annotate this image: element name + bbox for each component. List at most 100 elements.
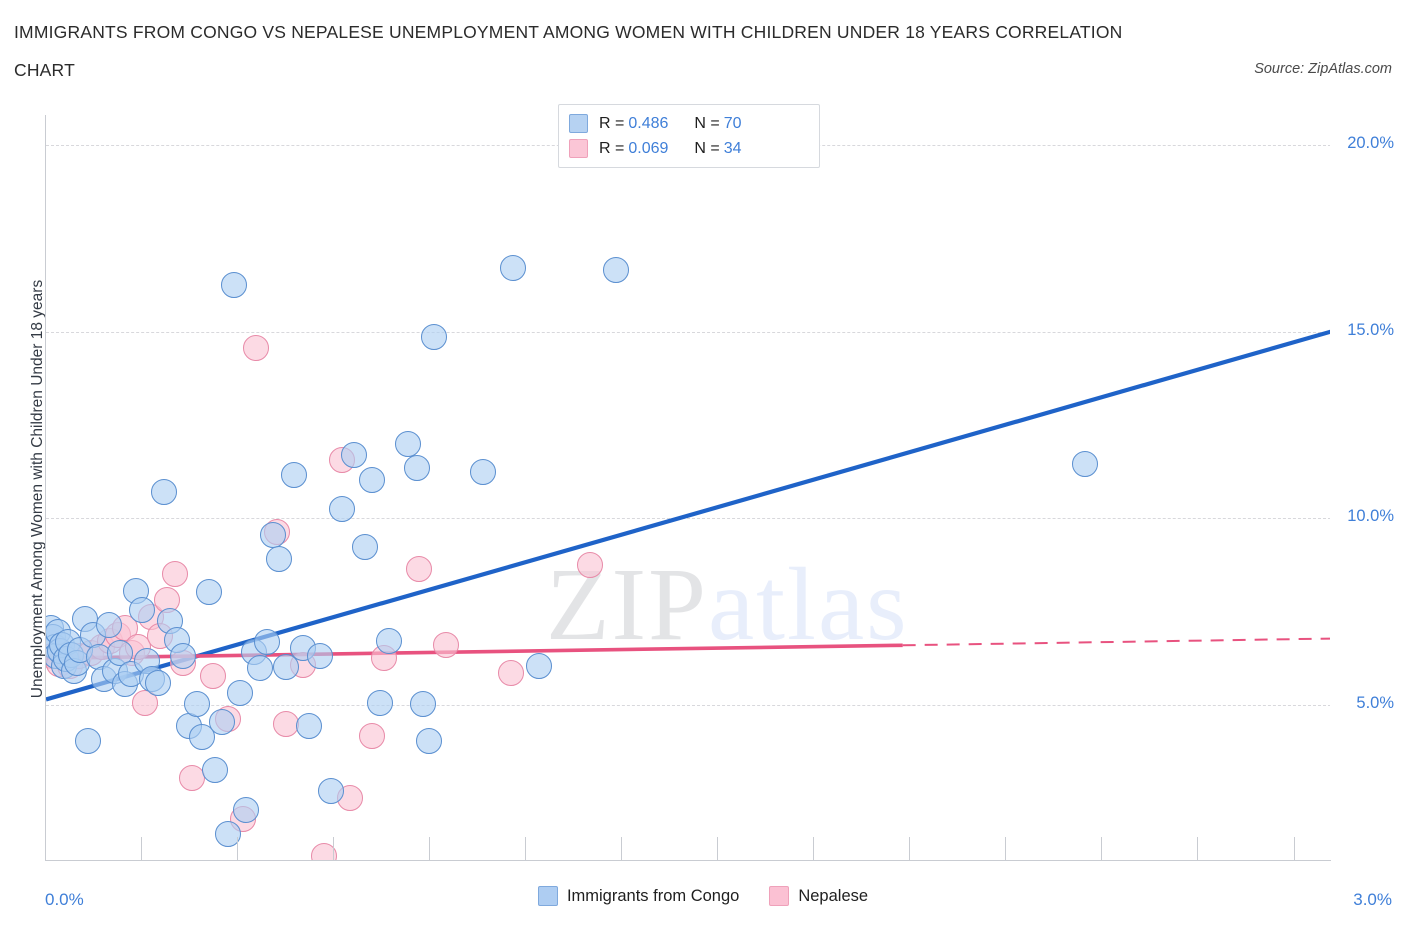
x-axis-tick: [1101, 837, 1103, 860]
scatter-point[interactable]: [405, 555, 432, 582]
scatter-point[interactable]: [358, 467, 385, 494]
y-axis-tick-label: 20.0%: [1347, 133, 1394, 152]
scatter-point[interactable]: [96, 611, 123, 638]
gridline: [46, 331, 1330, 333]
legend-swatch-nepalese-icon: [769, 886, 790, 906]
scatter-point[interactable]: [266, 546, 293, 573]
page-title-line1: IMMIGRANTS FROM CONGO VS NEPALESE UNEMPL…: [14, 22, 1123, 42]
legend-item-nepalese[interactable]: Nepalese: [769, 886, 868, 906]
plot-area: ZIPatlas: [45, 115, 1330, 860]
page-title-line2: CHART: [14, 60, 75, 80]
swatch-nepalese-icon: [569, 139, 588, 158]
x-axis-tick: [333, 837, 335, 860]
scatter-point[interactable]: [416, 727, 443, 754]
correlation-row-nepalese: R = 0.069 N = 34: [569, 136, 809, 161]
gridline: [46, 705, 1330, 707]
correlation-row-congo: R = 0.486 N = 70: [569, 111, 809, 136]
x-axis-tick: [1005, 837, 1007, 860]
trendline-nepalese: [46, 637, 1330, 661]
source-attribution: Source: ZipAtlas.com: [1254, 61, 1392, 77]
scatter-point[interactable]: [189, 723, 216, 750]
scatter-point[interactable]: [178, 764, 205, 791]
scatter-point[interactable]: [214, 820, 241, 847]
scatter-point[interactable]: [307, 643, 334, 670]
scatter-point[interactable]: [367, 690, 394, 717]
x-axis-tick: [237, 837, 239, 860]
scatter-point[interactable]: [499, 255, 526, 282]
scatter-point[interactable]: [242, 335, 269, 362]
x-axis-tick: [429, 837, 431, 860]
n-label-congo: N =: [694, 114, 720, 132]
scatter-point[interactable]: [161, 560, 188, 587]
scatter-point[interactable]: [409, 691, 436, 718]
scatter-point[interactable]: [358, 722, 385, 749]
scatter-point[interactable]: [151, 479, 178, 506]
scatter-point[interactable]: [145, 669, 172, 696]
y-axis-tick-label: 15.0%: [1347, 320, 1394, 339]
legend-label-nepalese: Nepalese: [798, 886, 869, 905]
scatter-point[interactable]: [352, 534, 379, 561]
scatter-point[interactable]: [208, 708, 235, 735]
r-label-nepalese: R =: [599, 139, 625, 157]
gridline: [46, 518, 1330, 520]
scatter-point[interactable]: [403, 454, 430, 481]
scatter-point[interactable]: [469, 458, 496, 485]
scatter-point[interactable]: [394, 430, 421, 457]
scatter-point[interactable]: [226, 680, 253, 707]
y-axis-tick-label: 10.0%: [1347, 507, 1394, 526]
scatter-point[interactable]: [317, 777, 344, 804]
scatter-point[interactable]: [202, 757, 229, 784]
scatter-point[interactable]: [328, 495, 355, 522]
x-axis-tick: [525, 837, 527, 860]
legend-swatch-congo-icon: [537, 886, 558, 906]
scatter-point[interactable]: [74, 727, 101, 754]
scatter-point[interactable]: [420, 324, 447, 351]
scatter-point[interactable]: [576, 551, 603, 578]
series-legend: Immigrants from Congo Nepalese: [0, 886, 1406, 906]
x-axis-tick: [1197, 837, 1199, 860]
scatter-point[interactable]: [221, 271, 248, 298]
scatter-point[interactable]: [497, 660, 524, 687]
swatch-congo-icon: [569, 114, 588, 133]
scatter-point[interactable]: [281, 462, 308, 489]
scatter-point[interactable]: [272, 653, 299, 680]
x-axis-tick: [621, 837, 623, 860]
scatter-point[interactable]: [296, 712, 323, 739]
r-value-congo: 0.486: [628, 114, 669, 132]
x-axis-tick: [909, 837, 911, 860]
scatter-point[interactable]: [170, 643, 197, 670]
r-label-congo: R =: [599, 114, 625, 132]
n-value-congo: 70: [723, 114, 742, 132]
legend-item-congo[interactable]: Immigrants from Congo: [537, 886, 740, 906]
scatter-point[interactable]: [183, 691, 210, 718]
scatter-point[interactable]: [433, 631, 460, 658]
legend-label-congo: Immigrants from Congo: [566, 886, 740, 905]
scatter-point[interactable]: [525, 652, 552, 679]
r-value-nepalese: 0.069: [628, 139, 669, 157]
scatter-point[interactable]: [260, 522, 287, 549]
scatter-point[interactable]: [247, 655, 274, 682]
x-axis-line: [45, 860, 1331, 861]
n-label-nepalese: N =: [694, 139, 720, 157]
n-value-nepalese: 34: [723, 139, 742, 157]
scatter-point[interactable]: [233, 796, 260, 823]
x-axis-tick: [141, 837, 143, 860]
scatter-point[interactable]: [341, 441, 368, 468]
scatter-point[interactable]: [602, 256, 629, 283]
x-axis-max-label: 3.0%: [1353, 890, 1392, 909]
scatter-point[interactable]: [200, 662, 227, 689]
scatter-point[interactable]: [375, 627, 402, 654]
correlation-legend: R = 0.486 N = 70 R = 0.069 N = 34: [558, 104, 820, 168]
scatter-point[interactable]: [254, 629, 281, 656]
scatter-point[interactable]: [195, 579, 222, 606]
x-axis-tick: [717, 837, 719, 860]
x-axis-tick: [813, 837, 815, 860]
scatter-point[interactable]: [1071, 451, 1098, 478]
x-axis-tick: [45, 837, 46, 860]
plot-inner: ZIPatlas: [46, 115, 1330, 860]
x-axis-min-label: 0.0%: [45, 890, 84, 909]
x-axis-tick: [1293, 837, 1295, 860]
scatter-point[interactable]: [128, 596, 155, 623]
scatter-point[interactable]: [272, 711, 299, 738]
